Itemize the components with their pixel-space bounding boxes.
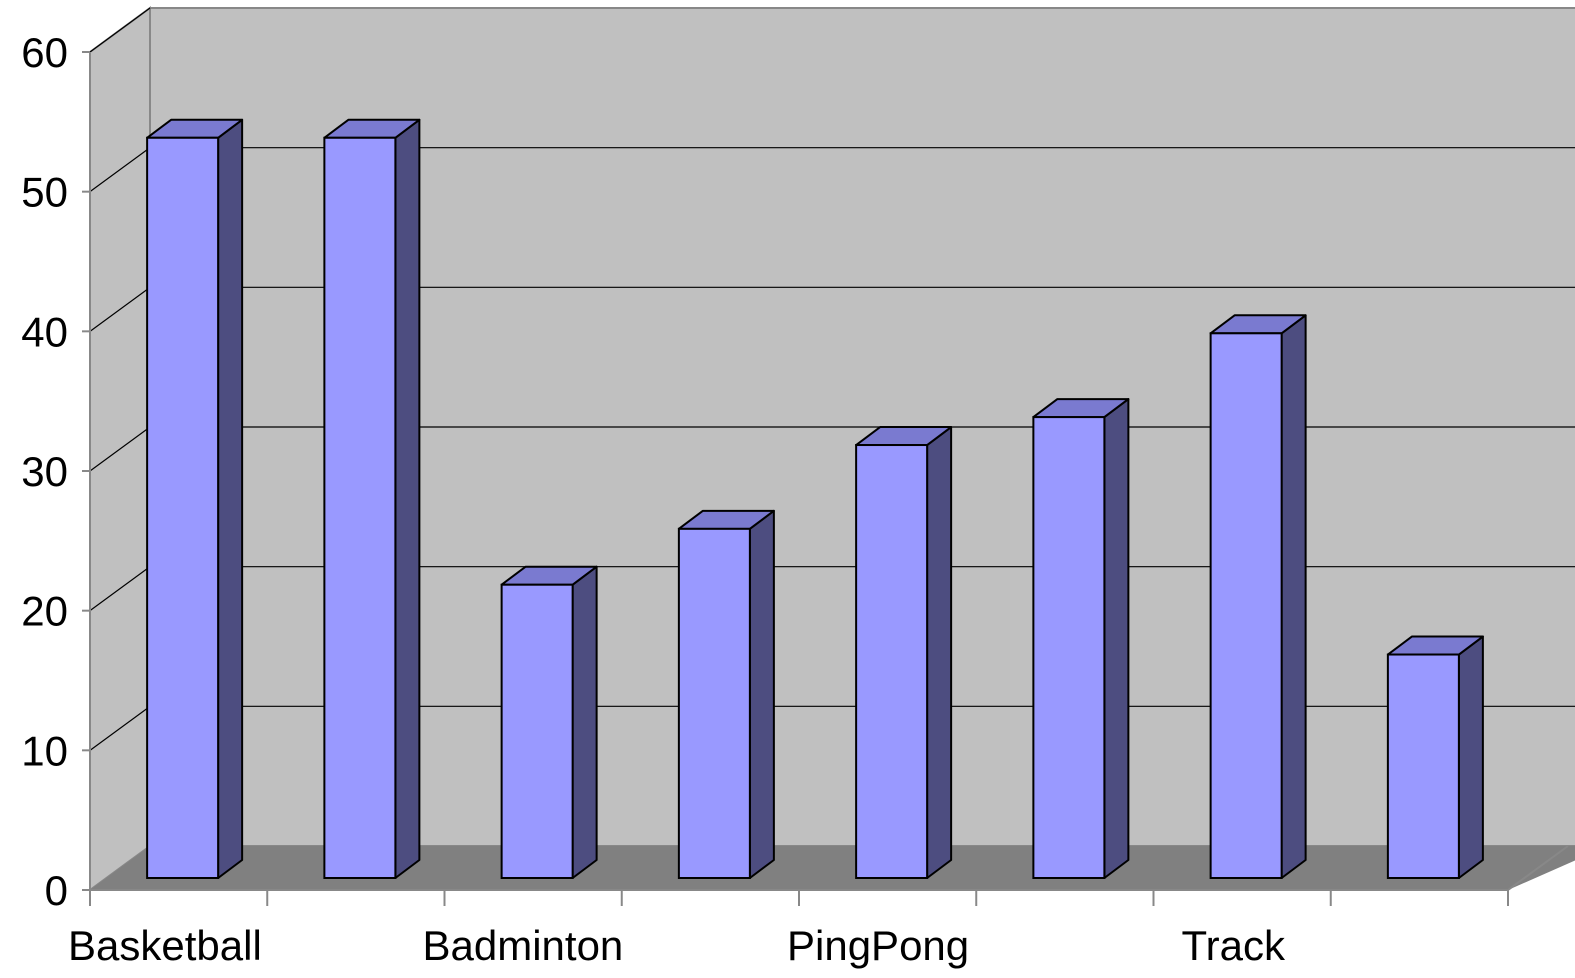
gridline-side xyxy=(89,147,151,193)
labels: 0 10 20 30 40 50 60 Basketball Badminton PingPong… xyxy=(21,29,1286,969)
y-tick-label: 10 xyxy=(21,727,68,774)
y-tick-label: 50 xyxy=(21,169,68,216)
y-tick-label: 60 xyxy=(21,29,68,76)
bar-front xyxy=(855,444,929,879)
bar-side xyxy=(748,509,775,879)
bar xyxy=(146,118,244,879)
y-tick-label: 20 xyxy=(21,588,68,635)
x-category-label: Badminton xyxy=(423,922,624,969)
bar-front xyxy=(146,136,220,879)
x-axis-depth xyxy=(1507,845,1569,891)
chart-walls xyxy=(89,6,1575,892)
bar-front xyxy=(1209,332,1283,879)
y-tick-label: 40 xyxy=(21,308,68,355)
gridline-side xyxy=(89,286,151,332)
x-category-label: PingPong xyxy=(787,922,969,969)
bar-front xyxy=(500,583,574,879)
bars xyxy=(146,118,1484,879)
x-category-label: Track xyxy=(1182,922,1286,969)
y-tick-label: 0 xyxy=(45,867,68,914)
bar xyxy=(500,565,598,879)
x-category-label: Basketball xyxy=(68,922,262,969)
bar xyxy=(677,509,775,879)
bar xyxy=(1386,635,1484,879)
bar xyxy=(323,118,421,879)
bar-side xyxy=(571,565,598,879)
bar xyxy=(1032,398,1130,879)
bar-side xyxy=(217,118,244,879)
bar-side xyxy=(1280,314,1307,879)
gridline-side xyxy=(89,566,151,612)
bar-side xyxy=(1103,398,1130,879)
bar-front xyxy=(1386,653,1460,879)
gridline-side xyxy=(89,426,151,472)
bar-side xyxy=(394,118,421,879)
axes xyxy=(82,51,1569,906)
bar xyxy=(855,426,953,879)
bar-front xyxy=(1032,416,1106,879)
floor xyxy=(90,846,1575,890)
bar-front xyxy=(323,136,397,879)
bar xyxy=(1209,314,1307,879)
gridline-side xyxy=(89,7,151,53)
gridline-side xyxy=(89,705,151,751)
bar-front xyxy=(677,527,751,879)
bar-side xyxy=(1457,635,1484,879)
bar-side xyxy=(926,426,953,879)
y-tick-label: 30 xyxy=(21,448,68,495)
